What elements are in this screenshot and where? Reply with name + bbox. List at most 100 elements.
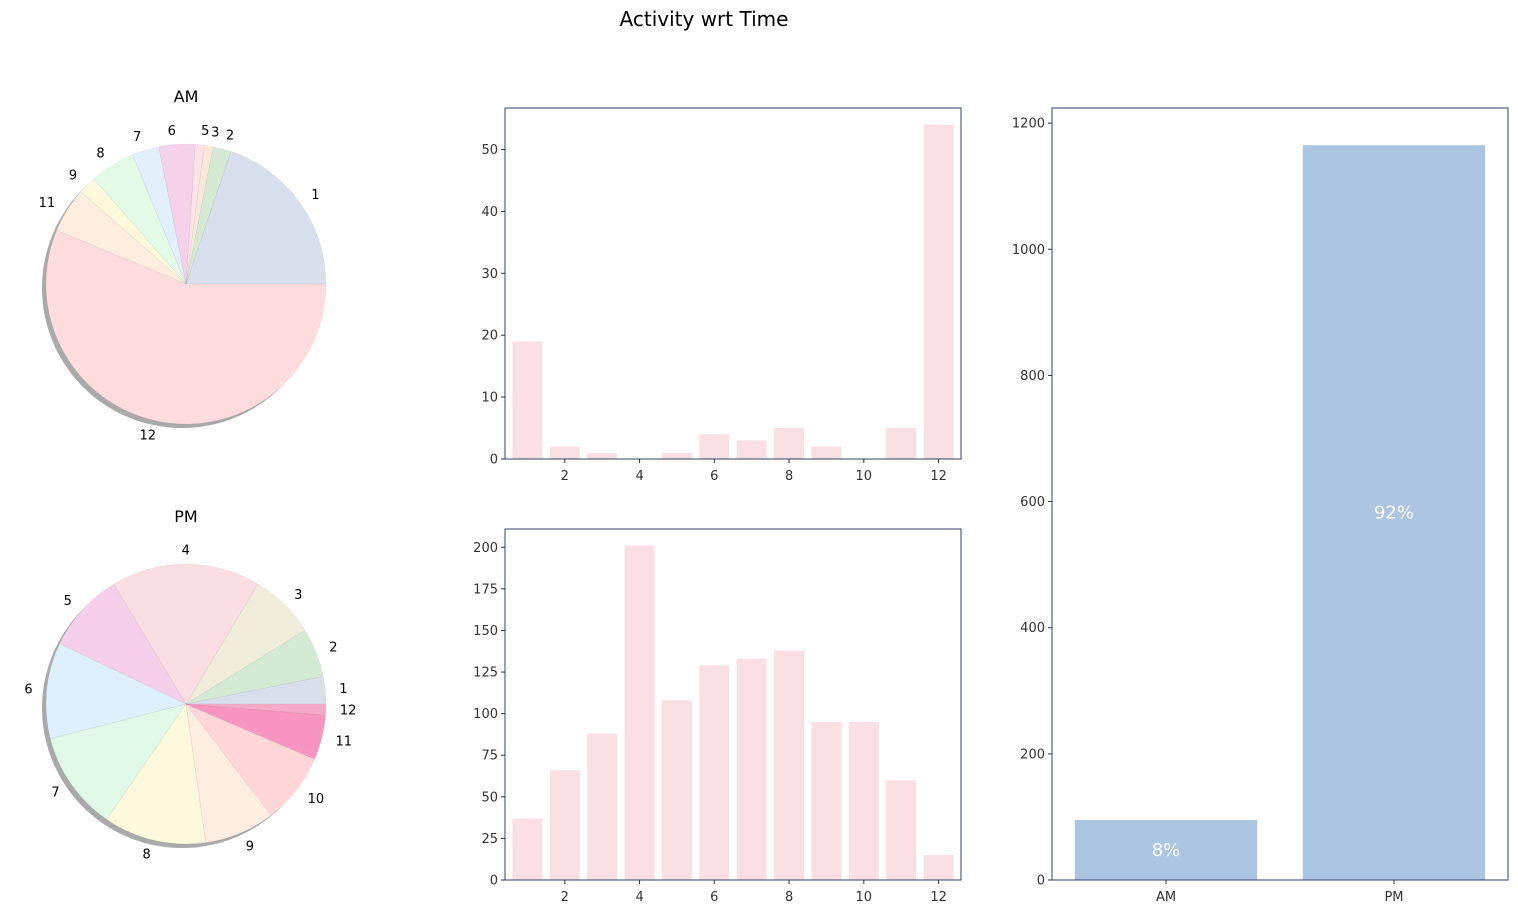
pie-label: 7 — [51, 786, 59, 801]
y-tick-label: 1000 — [1012, 243, 1045, 258]
pie-slice — [158, 143, 196, 285]
pie-slice — [106, 703, 207, 845]
y-tick-label: 50 — [481, 790, 498, 805]
pie-slice — [185, 703, 327, 716]
bar — [1074, 820, 1258, 880]
x-tick-label: 6 — [710, 469, 718, 484]
x-tick-label: 12 — [930, 890, 947, 905]
y-tick-label: 100 — [473, 707, 498, 722]
bar — [736, 658, 767, 880]
x-tick-label: 12 — [930, 469, 947, 484]
bar — [886, 428, 917, 459]
y-tick-label: 10 — [481, 391, 498, 406]
pie-label: 12 — [139, 429, 156, 444]
pie-slice — [185, 144, 205, 285]
y-tick-label: 400 — [1020, 621, 1045, 636]
pie-slice — [50, 703, 187, 820]
pie-slice — [185, 146, 232, 285]
bar-percent-label: 8% — [1152, 840, 1181, 861]
figure-title: Activity wrt Time — [620, 7, 789, 31]
pie-slice — [45, 230, 327, 425]
y-tick-label: 25 — [481, 832, 498, 847]
x-tick-label: 8 — [785, 890, 793, 905]
am-bar-chart: 0 10 20 30 40 50 2 4 6 8 10 12 — [481, 107, 962, 484]
pie-label: 7 — [133, 130, 141, 145]
bar-percent-label: 92% — [1374, 503, 1414, 524]
pie-label: 5 — [201, 124, 209, 139]
pie-slice — [185, 629, 324, 705]
pie-slice — [132, 146, 187, 285]
pie-label: 8 — [143, 847, 151, 862]
pie-label: 2 — [329, 641, 337, 656]
pie-label: 2 — [226, 129, 234, 144]
pm-bar-chart: 0 25 50 75 100 125 150 175 200 2 4 6 8 10 12 — [473, 528, 962, 905]
pie-label: 12 — [340, 704, 357, 719]
pie-label: 5 — [64, 594, 72, 609]
bar — [736, 440, 767, 459]
pie-slice — [59, 583, 187, 705]
bar — [848, 721, 879, 880]
bar — [811, 721, 842, 880]
pie-label: 10 — [308, 792, 325, 807]
x-tick-label: 4 — [635, 469, 643, 484]
pie-slice — [185, 703, 272, 843]
bar — [661, 452, 692, 459]
bar — [811, 446, 842, 459]
pie-label: 3 — [294, 588, 302, 603]
x-tick-label: 6 — [710, 890, 718, 905]
bar — [886, 780, 917, 880]
pie-slice — [45, 643, 187, 740]
bar — [774, 650, 805, 880]
y-tick-label: 40 — [481, 205, 498, 220]
y-tick-label: 30 — [481, 267, 498, 282]
bar — [774, 428, 805, 459]
pie-label: 11 — [39, 196, 56, 211]
y-tick-label: 175 — [473, 582, 498, 597]
y-tick-label: 20 — [481, 329, 498, 344]
pie-slice — [185, 703, 326, 760]
x-tick-label: AM — [1156, 890, 1176, 905]
x-tick-label: 10 — [856, 469, 873, 484]
pie-label: 3 — [211, 126, 219, 141]
pie-slice — [56, 191, 187, 285]
bar — [699, 434, 730, 459]
x-tick-label: 2 — [561, 890, 569, 905]
y-tick-label: 75 — [481, 749, 498, 764]
bar — [512, 818, 543, 880]
total-bar-frame — [1051, 107, 1509, 881]
pie-slice — [185, 583, 306, 705]
bar — [699, 665, 730, 880]
pie-label: 4 — [182, 544, 190, 559]
bar — [549, 770, 580, 880]
bar — [923, 855, 954, 880]
bar — [923, 124, 954, 460]
pie-label: 1 — [311, 188, 319, 203]
pie-slice — [80, 178, 187, 285]
pie-label: 8 — [96, 147, 104, 162]
am-bar-frame — [504, 107, 962, 460]
y-tick-label: 150 — [473, 624, 498, 639]
pm-bar-frame — [504, 528, 962, 881]
pie-label: 9 — [246, 840, 254, 855]
bar — [624, 545, 655, 880]
pie-label: 6 — [168, 124, 176, 139]
pie-label: 11 — [336, 735, 353, 750]
y-tick-label: 0 — [490, 874, 498, 889]
pie-slice — [185, 151, 327, 285]
y-tick-label: 1200 — [1012, 117, 1045, 132]
x-tick-label: 4 — [635, 890, 643, 905]
y-tick-label: 50 — [481, 143, 498, 158]
x-tick-label: 8 — [785, 469, 793, 484]
x-tick-label: 2 — [561, 469, 569, 484]
y-tick-label: 200 — [473, 541, 498, 556]
bar — [587, 733, 618, 880]
x-tick-label: 10 — [856, 890, 873, 905]
x-tick-label: PM — [1384, 890, 1403, 905]
am-pm-total-chart: 8% 92% 0 200 400 600 800 1000 1200 AM PM — [1012, 107, 1509, 905]
pm-pie-title: PM — [174, 507, 197, 526]
bar — [512, 341, 543, 459]
am-pie-title: AM — [174, 87, 199, 106]
pie-label: 6 — [24, 683, 32, 698]
